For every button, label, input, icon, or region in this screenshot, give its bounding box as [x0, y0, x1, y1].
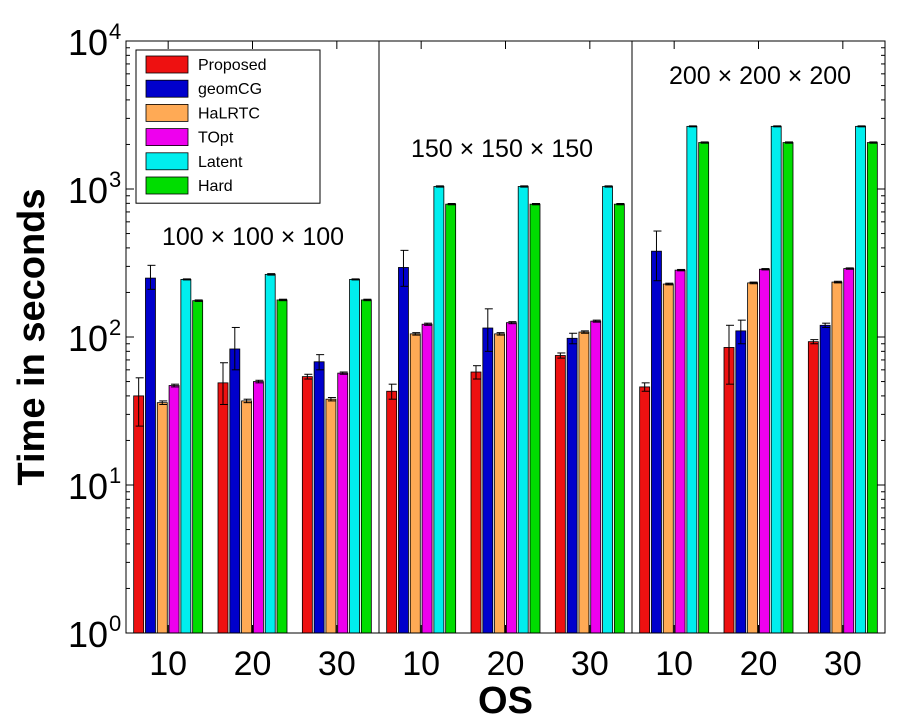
legend-label: Hard [198, 178, 233, 195]
y-tick-exponent: 0 [109, 611, 121, 636]
bar [337, 372, 349, 634]
y-tick-label: 10 [68, 466, 108, 507]
y-tick-exponent: 4 [109, 19, 121, 44]
bar [398, 267, 409, 634]
bar [674, 269, 686, 634]
x-tick-label: 20 [487, 645, 525, 683]
bar [723, 347, 735, 634]
bar [770, 125, 782, 634]
bar [662, 283, 674, 634]
bar [843, 268, 855, 634]
legend-label: TOpt [198, 130, 234, 147]
bar [698, 142, 710, 634]
legend-label: HaLRTC [198, 105, 260, 122]
bar [145, 277, 156, 634]
x-tick-label: 20 [234, 645, 272, 683]
group-labels: 100 × 100 × 100 150 × 150 × 150 200 × 200 … [162, 62, 851, 251]
group-label: 150 × 150 × 150 [411, 135, 593, 163]
y-tick-label: 10 [68, 318, 108, 359]
y-tick-label: 10 [68, 170, 108, 211]
bar [313, 361, 325, 634]
bar [613, 203, 625, 634]
bar [831, 281, 843, 634]
bar [639, 386, 651, 634]
legend-label: geomCG [198, 81, 262, 98]
bar [156, 402, 168, 634]
bar [602, 186, 613, 634]
bars-layer [133, 125, 878, 634]
legend-swatch [145, 104, 189, 122]
y-tick-exponent: 2 [109, 315, 121, 340]
group-label: 200 × 200 × 200 [669, 62, 851, 90]
bar [241, 400, 253, 634]
axes-layer: 10 010 110 210 310 410 20 30 10 20 30 10 20 30 [68, 19, 885, 683]
bar [360, 299, 372, 634]
legend-swatch [145, 176, 189, 195]
y-tick-label: 10 [68, 614, 108, 655]
bar [264, 273, 276, 634]
bar [445, 203, 457, 634]
y-axis-title: Time in seconds [11, 188, 53, 485]
bar [651, 250, 662, 634]
bar [433, 186, 445, 634]
x-tick-label: 30 [824, 645, 862, 683]
bar [349, 279, 360, 634]
y-tick-label: 10 [68, 22, 108, 63]
bar [578, 331, 590, 634]
x-tick-label: 10 [402, 645, 440, 683]
bar [421, 323, 433, 634]
bar [168, 385, 180, 634]
bar [517, 186, 529, 634]
x-tick-label: 30 [571, 645, 609, 683]
bar [866, 142, 878, 634]
legend-label: Latent [198, 154, 243, 171]
x-tick-label: 10 [655, 645, 693, 683]
legend: Proposed geomCG HaLRTC TOpt Latent Hard [135, 49, 321, 204]
bar [590, 320, 602, 634]
bar [855, 125, 866, 634]
group-label: 100 × 100 × 100 [162, 223, 344, 251]
bar [301, 376, 313, 634]
x-tick-label: 10 [149, 645, 187, 683]
bar [386, 390, 398, 634]
legend-label: Proposed [198, 57, 267, 74]
bar [133, 395, 145, 634]
bar [470, 371, 482, 634]
bar [217, 382, 229, 634]
group-dividers [378, 41, 633, 633]
bar [229, 348, 241, 634]
x-tick-label: 30 [318, 645, 356, 683]
bar [529, 203, 541, 634]
y-tick-exponent: 1 [109, 463, 121, 488]
bar [482, 327, 494, 634]
bar [409, 333, 421, 634]
x-tick-label: 20 [740, 645, 778, 683]
legend-swatch [145, 79, 189, 98]
bar [252, 381, 264, 634]
legend-swatch [145, 55, 189, 74]
bar [325, 398, 337, 634]
legend-swatch [145, 152, 189, 171]
bar [505, 322, 517, 634]
bar [566, 337, 578, 634]
y-tick-exponent: 3 [109, 167, 121, 192]
bar [494, 333, 506, 634]
bar [819, 324, 831, 634]
bar [747, 282, 758, 634]
x-axis-title: OS [478, 680, 533, 722]
bar [192, 300, 204, 634]
bar [735, 330, 747, 634]
bar [180, 279, 192, 634]
bar [554, 355, 566, 634]
bar [276, 299, 288, 634]
bar [686, 125, 698, 634]
bar [807, 341, 819, 634]
legend-swatch [145, 128, 189, 147]
bar [759, 268, 770, 634]
bar [782, 142, 794, 634]
